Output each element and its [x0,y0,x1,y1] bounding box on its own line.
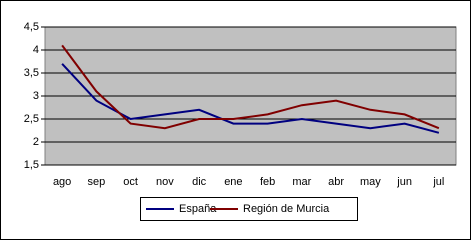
series-line [61,44,440,130]
x-tick-label: mar [292,176,311,188]
legend-box [140,197,358,221]
x-tick-label: may [360,176,381,188]
series-line [61,63,440,134]
x-tick-label: ene [224,176,242,188]
y-tick-label: 1,5 [24,159,39,171]
y-tick-label: 3 [33,90,39,102]
y-tick-label: 4,5 [24,21,39,33]
x-tick-label: jul [432,176,444,188]
x-tick-label: dic [192,176,207,188]
x-tick-label: nov [156,176,174,188]
legend-label: España [179,203,217,215]
y-tick-label: 3,5 [24,67,39,79]
x-tick-label: feb [260,176,275,188]
legend-label: Región de Murcia [243,203,330,215]
x-tick-label: ago [53,176,71,188]
y-tick-label: 4 [33,44,39,56]
x-tick-label: jun [396,176,412,188]
x-tick-label: abr [328,176,344,188]
y-tick-label: 2 [33,136,39,148]
y-tick-label: 2,5 [24,113,39,125]
x-tick-label: sep [88,176,106,188]
x-tick-label: oct [123,176,138,188]
